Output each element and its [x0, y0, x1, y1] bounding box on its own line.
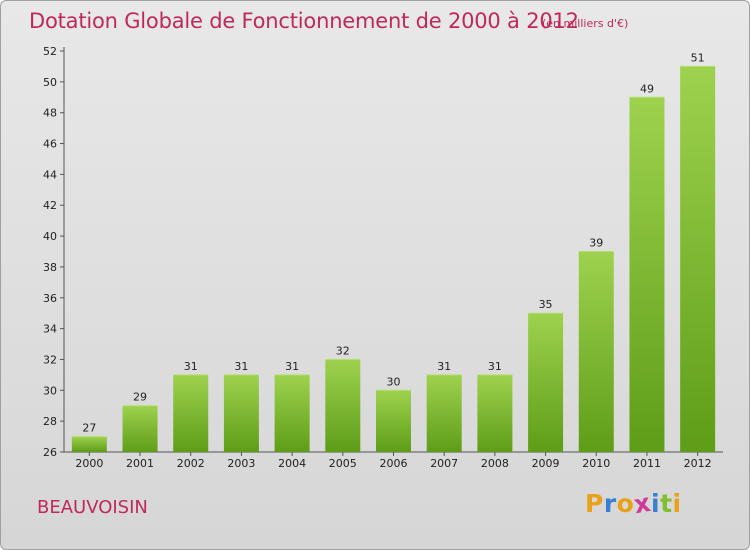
bar: [325, 359, 361, 452]
y-tick-label: 50: [43, 76, 57, 89]
x-tick-label: 2008: [481, 457, 509, 470]
logo-letter: P: [585, 489, 604, 518]
x-tick-label: 2006: [380, 457, 408, 470]
y-tick-label: 32: [43, 353, 57, 366]
y-tick-label: 34: [43, 323, 57, 336]
logo-letter: r: [603, 489, 617, 518]
y-tick-label: 42: [43, 199, 57, 212]
logo-letter: t: [660, 489, 673, 518]
data-label: 27: [82, 422, 96, 435]
x-tick-label: 2000: [75, 457, 103, 470]
data-label: 31: [234, 360, 248, 373]
x-tick-label: 2009: [532, 457, 560, 470]
data-label: 31: [437, 360, 451, 373]
data-label: 35: [539, 298, 553, 311]
x-tick-label: 2012: [684, 457, 712, 470]
chart-title: Dotation Globale de Fonctionnement de 20…: [29, 9, 579, 33]
data-label: 31: [285, 360, 299, 373]
bar: [274, 374, 310, 452]
data-label: 31: [184, 360, 198, 373]
y-tick-label: 26: [43, 446, 57, 459]
x-tick-label: 2011: [633, 457, 661, 470]
x-tick-label: 2005: [329, 457, 357, 470]
bar: [71, 436, 107, 452]
y-tick-label: 40: [43, 230, 57, 243]
logo-letter: o: [616, 489, 635, 518]
bar: [426, 374, 462, 452]
data-label: 30: [387, 375, 401, 388]
logo-letter: i: [672, 489, 682, 518]
y-tick-label: 46: [43, 138, 57, 151]
bar: [477, 374, 513, 452]
bar: [578, 251, 614, 452]
x-tick-label: 2003: [227, 457, 255, 470]
chart-subtitle: (en milliers d'€): [542, 17, 629, 30]
data-label: 32: [336, 344, 350, 357]
bar: [122, 405, 158, 452]
bar: [376, 390, 411, 452]
logo-letter: i: [651, 489, 661, 518]
data-label: 29: [133, 391, 147, 404]
y-tick-label: 28: [43, 415, 57, 428]
x-tick-label: 2001: [126, 457, 154, 470]
y-tick-label: 38: [43, 261, 57, 274]
bar: [680, 66, 716, 452]
bar: [629, 97, 665, 453]
x-tick-label: 2007: [430, 457, 458, 470]
data-label: 31: [488, 360, 502, 373]
y-tick-label: 36: [43, 292, 57, 305]
x-tick-label: 2002: [177, 457, 205, 470]
x-tick-label: 2010: [582, 457, 610, 470]
x-tick-label: 2004: [278, 457, 306, 470]
y-tick-label: 44: [43, 168, 57, 181]
bar: [173, 374, 209, 452]
data-label: 39: [589, 237, 603, 250]
y-tick-label: 52: [43, 45, 57, 58]
y-tick-label: 48: [43, 107, 57, 120]
data-label: 49: [640, 82, 654, 95]
proxiti-logo: Proxiti: [585, 488, 682, 519]
data-label: 51: [691, 51, 705, 64]
commune-name: BEAUVOISIN: [37, 497, 148, 518]
y-tick-label: 30: [43, 384, 57, 397]
bar: [528, 313, 564, 452]
bar: [223, 374, 259, 452]
